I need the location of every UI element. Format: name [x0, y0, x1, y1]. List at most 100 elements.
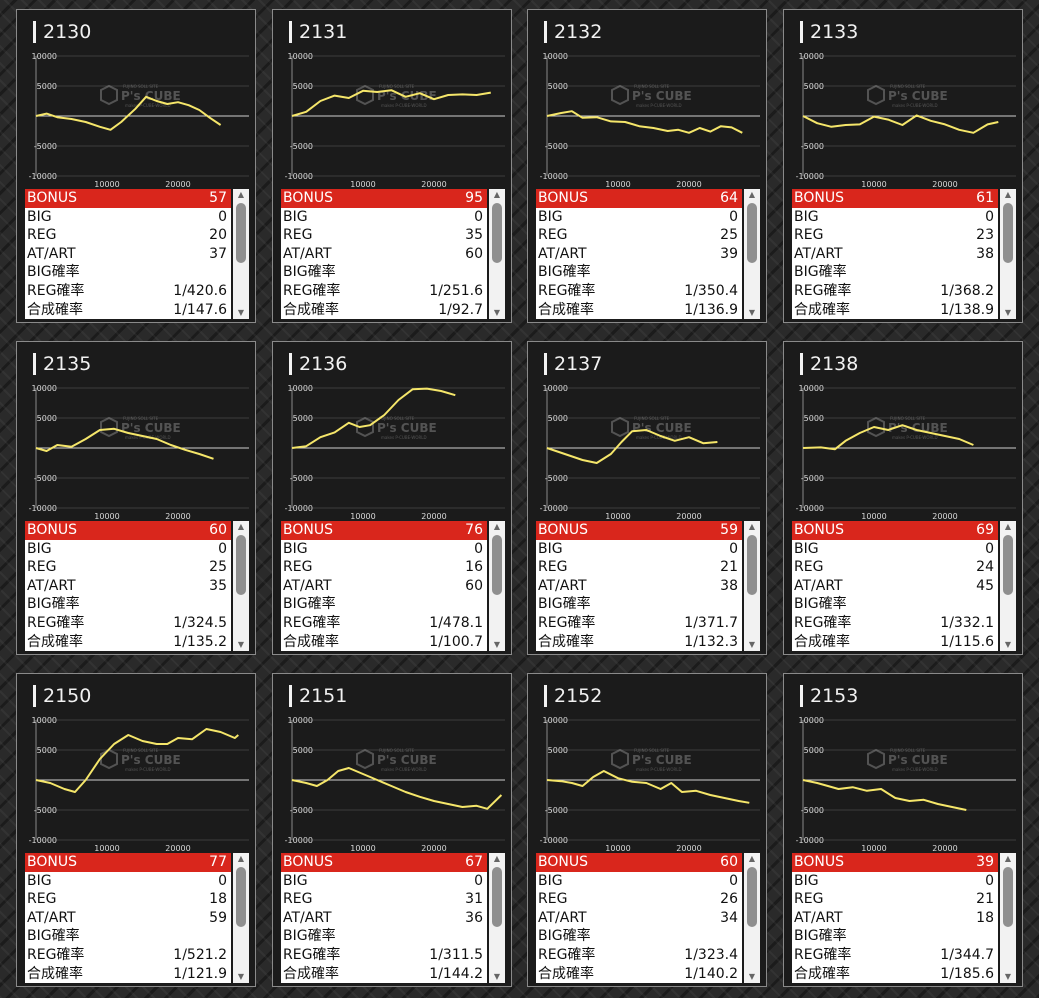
machine-card[interactable]: 2152 10000 5000 -5000 -10000 10000 20000 P's C…: [527, 673, 767, 987]
payout-chart: 10000 5000 -5000 -10000 10000 20000 P's CUBEFU…: [540, 52, 760, 189]
x-tick-label: 20000: [421, 844, 446, 853]
x-tick-label: 20000: [165, 180, 190, 189]
value-bonus: 59: [720, 522, 738, 538]
machine-card[interactable]: 2150 10000 5000 -5000 -10000 10000 20000 P's C…: [16, 673, 256, 987]
scroll-up-arrow-icon[interactable]: ▲: [493, 854, 501, 863]
scroll-thumb[interactable]: [1003, 203, 1013, 263]
payout-series-line: [802, 779, 967, 811]
y-tick-label: 5000: [293, 746, 313, 755]
machine-card[interactable]: 2132 10000 5000 -5000 -10000 10000 20000 P's C…: [527, 9, 767, 323]
scroll-up-arrow-icon[interactable]: ▲: [237, 854, 245, 863]
value-bonus: 67: [465, 854, 483, 870]
machine-card[interactable]: 2133 10000 5000 -5000 -10000 10000 20000 P's C…: [783, 9, 1023, 323]
stats-scrollbar[interactable]: ▲ ▼: [233, 189, 249, 319]
watermark-top: FUJINO SOLL SITE: [379, 748, 415, 753]
scroll-down-arrow-icon[interactable]: ▼: [748, 308, 756, 317]
scroll-down-arrow-icon[interactable]: ▼: [748, 640, 756, 649]
cube-logo-icon: [356, 84, 374, 106]
machine-card[interactable]: 2135 10000 5000 -5000 -10000 10000 20000 P's C…: [16, 341, 256, 655]
cube-logo-icon: [100, 416, 118, 438]
y-tick-label: -10000: [29, 836, 57, 845]
scroll-down-arrow-icon[interactable]: ▼: [493, 308, 501, 317]
scroll-down-arrow-icon[interactable]: ▼: [493, 972, 501, 981]
scroll-thumb[interactable]: [492, 203, 502, 263]
scroll-thumb[interactable]: [492, 867, 502, 927]
machine-card[interactable]: 2131 10000 5000 -5000 -10000 10000 20000 P's C…: [272, 9, 512, 323]
scroll-up-arrow-icon[interactable]: ▲: [1004, 522, 1012, 531]
scroll-down-arrow-icon[interactable]: ▼: [237, 308, 245, 317]
scroll-thumb[interactable]: [1003, 535, 1013, 595]
scroll-thumb[interactable]: [236, 535, 246, 595]
scroll-up-arrow-icon[interactable]: ▲: [237, 190, 245, 199]
stats-scrollbar[interactable]: ▲ ▼: [1000, 853, 1016, 983]
scroll-down-arrow-icon[interactable]: ▼: [1004, 972, 1012, 981]
stats-scrollbar[interactable]: ▲ ▼: [233, 853, 249, 983]
scroll-thumb[interactable]: [747, 203, 757, 263]
scroll-down-arrow-icon[interactable]: ▼: [237, 972, 245, 981]
stats-scrollbar[interactable]: ▲ ▼: [744, 521, 760, 651]
scroll-up-arrow-icon[interactable]: ▲: [748, 854, 756, 863]
machine-card[interactable]: 2136 10000 5000 -5000 -10000 10000 20000 P's C…: [272, 341, 512, 655]
value-bonus: 69: [976, 522, 994, 538]
label-bonus: BONUS: [538, 190, 588, 206]
scroll-thumb[interactable]: [492, 535, 502, 595]
scroll-thumb[interactable]: [1003, 867, 1013, 927]
stats-scrollbar[interactable]: ▲ ▼: [489, 521, 505, 651]
x-tick-label: 20000: [676, 180, 701, 189]
value-big: 0: [729, 872, 738, 889]
payout-series-line: [802, 114, 999, 134]
machine-card[interactable]: 2138 10000 5000 -5000 -10000 10000 20000 P's C…: [783, 341, 1023, 655]
watermark-top: FUJINO SOLL SITE: [379, 84, 415, 89]
stats-scrollbar[interactable]: ▲ ▼: [489, 189, 505, 319]
row-big: BIG 0: [792, 872, 998, 891]
label-reg-rate: REG確率: [283, 282, 341, 299]
scroll-thumb[interactable]: [747, 867, 757, 927]
scroll-down-arrow-icon[interactable]: ▼: [748, 972, 756, 981]
scroll-thumb[interactable]: [236, 867, 246, 927]
machine-card[interactable]: 2137 10000 5000 -5000 -10000 10000 20000 P's C…: [527, 341, 767, 655]
row-bonus: BONUS 69: [792, 521, 998, 540]
machine-card[interactable]: 2130 10000 5000 -5000 -10000 10000 20000 P's C…: [16, 9, 256, 323]
row-reg-rate: REG確率 1/368.2: [792, 282, 998, 301]
y-tick-label: 5000: [548, 746, 568, 755]
scroll-up-arrow-icon[interactable]: ▲: [493, 190, 501, 199]
scroll-down-arrow-icon[interactable]: ▼: [237, 640, 245, 649]
scroll-up-arrow-icon[interactable]: ▲: [748, 522, 756, 531]
label-big-rate: BIG確率: [27, 596, 80, 613]
stats-scrollbar[interactable]: ▲ ▼: [489, 853, 505, 983]
payout-series-line: [291, 767, 503, 810]
watermark-brand: P's CUBE: [632, 89, 692, 103]
scroll-up-arrow-icon[interactable]: ▲: [237, 522, 245, 531]
label-reg-rate: REG確率: [794, 614, 852, 631]
stats-scrollbar[interactable]: ▲ ▼: [744, 853, 760, 983]
row-big-rate: BIG確率: [25, 595, 231, 614]
scroll-up-arrow-icon[interactable]: ▲: [1004, 854, 1012, 863]
scroll-up-arrow-icon[interactable]: ▲: [493, 522, 501, 531]
scroll-up-arrow-icon[interactable]: ▲: [748, 190, 756, 199]
row-big-rate: BIG確率: [281, 595, 487, 614]
scroll-down-arrow-icon[interactable]: ▼: [493, 640, 501, 649]
scroll-up-arrow-icon[interactable]: ▲: [1004, 190, 1012, 199]
row-reg-rate: REG確率 1/478.1: [281, 614, 487, 633]
row-big-rate: BIG確率: [281, 927, 487, 946]
value-total-rate: 1/100.7: [429, 633, 483, 650]
stats-scrollbar[interactable]: ▲ ▼: [1000, 189, 1016, 319]
label-total-rate: 合成確率: [27, 633, 83, 650]
scroll-down-arrow-icon[interactable]: ▼: [1004, 640, 1012, 649]
label-reg: REG: [794, 227, 824, 244]
label-reg-rate: REG確率: [538, 946, 596, 963]
scroll-thumb[interactable]: [236, 203, 246, 263]
stats-scrollbar[interactable]: ▲ ▼: [233, 521, 249, 651]
scroll-down-arrow-icon[interactable]: ▼: [1004, 308, 1012, 317]
label-big: BIG: [794, 872, 819, 889]
stats-scrollbar[interactable]: ▲ ▼: [1000, 521, 1016, 651]
label-reg: REG: [27, 891, 57, 908]
scroll-thumb[interactable]: [747, 535, 757, 595]
header-accent-bar: [544, 21, 547, 43]
row-reg: REG 35: [281, 226, 487, 245]
machine-card[interactable]: 2151 10000 5000 -5000 -10000 10000 20000 P's C…: [272, 673, 512, 987]
label-bonus: BONUS: [794, 522, 844, 538]
machine-card[interactable]: 2153 10000 5000 -5000 -10000 10000 20000 P's C…: [783, 673, 1023, 987]
stats-scrollbar[interactable]: ▲ ▼: [744, 189, 760, 319]
value-reg: 16: [465, 559, 483, 576]
